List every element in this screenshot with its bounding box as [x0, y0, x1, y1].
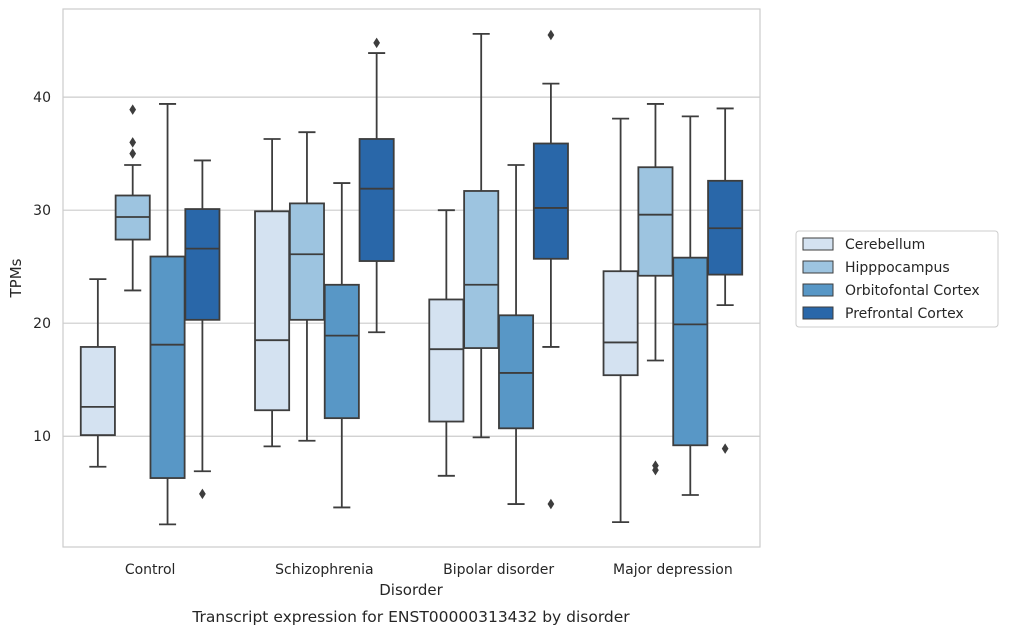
- boxes: [79, 29, 744, 526]
- outlier-point: [652, 460, 659, 471]
- box-prefrontal-cortex: [532, 29, 569, 510]
- legend-swatch: [802, 260, 834, 274]
- legend-item: Hipppocampus: [802, 260, 950, 276]
- box-iqr: [463, 190, 500, 349]
- box-iqr: [637, 166, 674, 277]
- legend-item: Prefrontal Cortex: [802, 306, 964, 322]
- legend-item: Cerebellum: [802, 237, 925, 253]
- box-iqr: [323, 283, 360, 420]
- x-tick-labels: Control Schizophrenia Bipolar disorder Majo…: [125, 562, 733, 578]
- outlier-point: [721, 443, 729, 454]
- box-iqr: [184, 208, 221, 321]
- outlier-point: [547, 29, 555, 41]
- legend-label: Orbitofontal Cortex: [845, 283, 980, 299]
- box-iqr: [149, 255, 186, 479]
- box-iqr: [79, 346, 116, 437]
- box-cerebellum: [79, 278, 116, 468]
- x-tick-label: Bipolar disorder: [443, 562, 554, 578]
- outlier-point: [129, 137, 137, 148]
- legend-swatch: [802, 306, 834, 320]
- box-iqr: [288, 202, 325, 321]
- y-tick-label: 40: [33, 90, 51, 106]
- y-tick-label: 10: [33, 429, 51, 445]
- box-cerebellum: [254, 138, 291, 448]
- legend-item: Orbitofontal Cortex: [802, 283, 980, 299]
- box-prefrontal-cortex: [707, 107, 744, 454]
- box-orbitofontal-cortex: [498, 164, 535, 505]
- chart-caption: Transcript expression for ENST0000031343…: [191, 608, 630, 626]
- box-iqr: [498, 314, 535, 430]
- legend-swatch: [802, 283, 834, 297]
- box-cerebellum: [602, 117, 639, 524]
- box-hipppocampus: [463, 32, 500, 439]
- box-iqr: [532, 142, 569, 260]
- box-iqr: [672, 256, 709, 447]
- y-axis-label: TPMs: [7, 258, 25, 298]
- box-iqr: [602, 270, 639, 377]
- y-tick-label: 20: [33, 316, 51, 332]
- outlier-point: [373, 37, 381, 49]
- legend-label: Prefrontal Cortex: [845, 306, 964, 322]
- legend-label: Hipppocampus: [845, 260, 950, 276]
- legend: Cerebellum Hipppocampus Orbitofontal Corte…: [795, 230, 999, 328]
- y-tick-labels: 10 20 30 40: [33, 90, 51, 445]
- legend-label: Cerebellum: [845, 237, 925, 253]
- legend-swatch: [802, 237, 834, 251]
- outlier-point: [129, 148, 137, 159]
- box-iqr: [358, 138, 395, 262]
- outlier-point: [547, 498, 555, 510]
- box-orbitofontal-cortex: [323, 182, 360, 509]
- x-tick-label: Schizophrenia: [275, 562, 373, 578]
- box-hipppocampus: [288, 131, 325, 442]
- box-hipppocampus: [114, 104, 151, 292]
- x-tick-label: Major depression: [613, 562, 733, 578]
- x-axis-label: Disorder: [379, 581, 443, 599]
- box-cerebellum: [428, 209, 465, 477]
- plot-frame: [62, 8, 761, 548]
- y-tick-label: 30: [33, 203, 51, 219]
- box-iqr: [254, 210, 291, 412]
- box-orbitofontal-cortex: [672, 115, 709, 496]
- box-prefrontal-cortex: [358, 37, 395, 334]
- outlier-point: [129, 104, 137, 115]
- outlier-point: [199, 488, 206, 500]
- box-iqr: [428, 298, 465, 423]
- box-orbitofontal-cortex: [149, 103, 186, 526]
- x-tick-label: Control: [125, 562, 176, 578]
- legend-frame: [795, 230, 999, 328]
- box-hipppocampus: [637, 103, 674, 476]
- box-prefrontal-cortex: [184, 159, 221, 500]
